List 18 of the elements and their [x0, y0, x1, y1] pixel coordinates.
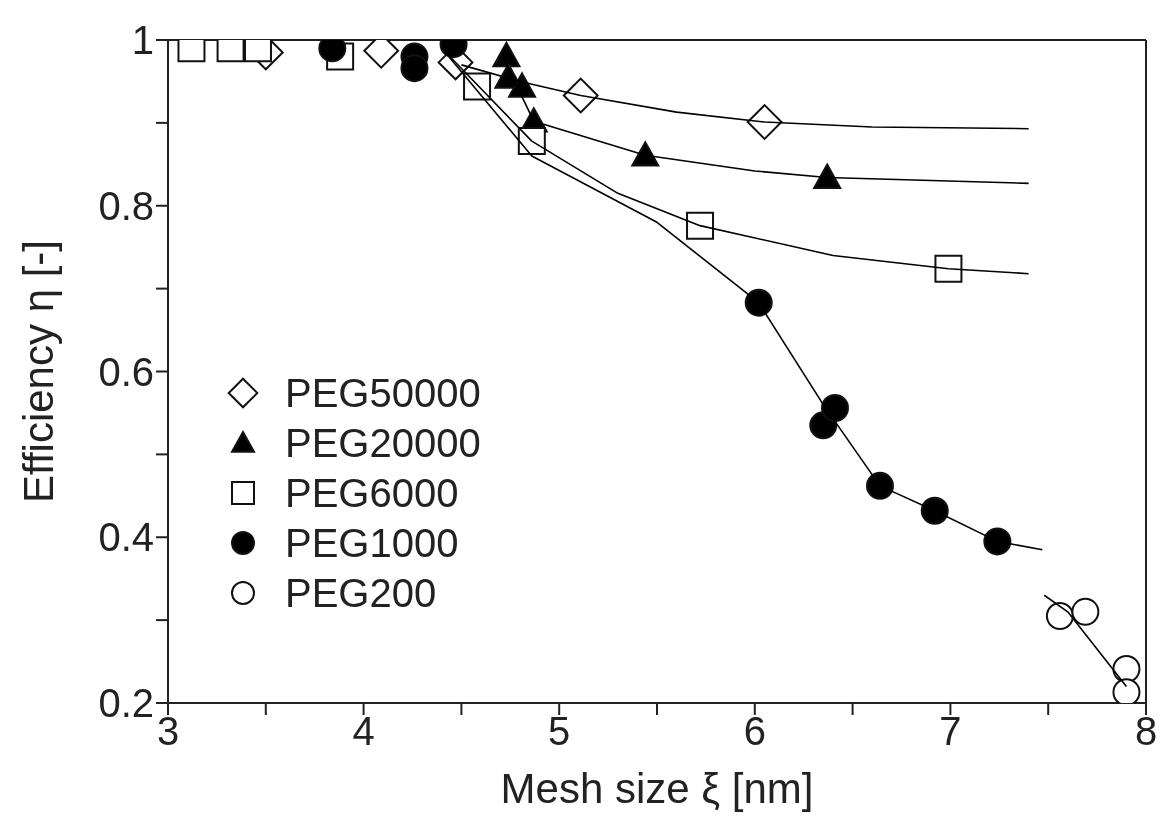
y-tick-label: 1: [131, 18, 154, 63]
x-tick-label: 6: [743, 709, 766, 754]
y-tick-label: 0.4: [98, 515, 154, 560]
legend-label: PEG6000: [285, 470, 459, 516]
y-tick-label: 0.6: [98, 349, 154, 394]
x-tick-label: 7: [939, 709, 962, 754]
legend-label: PEG1000: [285, 520, 459, 566]
x-tick-label: 3: [156, 709, 180, 754]
y-tick-label: 0.8: [98, 183, 154, 228]
y-tick-label: 0.2: [98, 681, 154, 726]
legend-label: PEG200: [285, 570, 437, 616]
x-axis-title: Mesh size ξ [nm]: [500, 765, 814, 812]
legend-label: PEG20000: [285, 420, 481, 466]
y-axis-title: Efficiency η [-]: [14, 240, 62, 503]
x-tick-label: 4: [352, 709, 375, 754]
x-tick-label: 8: [1134, 709, 1158, 754]
legend-label: PEG50000: [285, 370, 481, 416]
x-tick-label: 5: [548, 709, 571, 754]
